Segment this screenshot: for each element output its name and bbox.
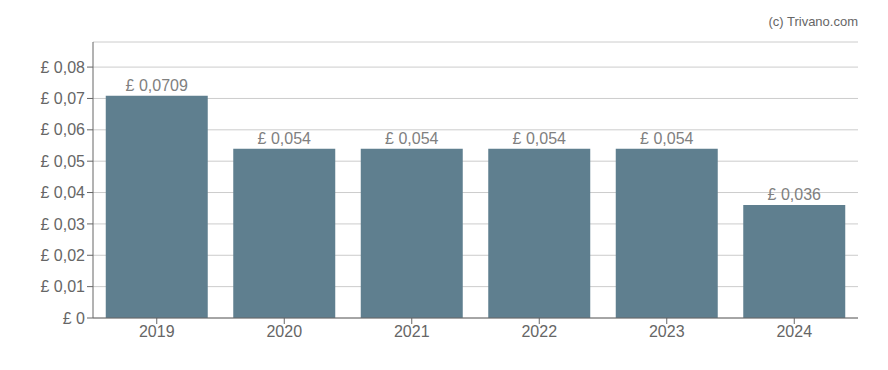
svg-text:£ 0,06: £ 0,06 (41, 121, 86, 138)
svg-text:£ 0,02: £ 0,02 (41, 247, 86, 264)
svg-text:£ 0,054: £ 0,054 (640, 130, 693, 147)
svg-text:£ 0,08: £ 0,08 (41, 59, 86, 76)
svg-text:2022: 2022 (521, 323, 557, 340)
svg-text:£ 0,01: £ 0,01 (41, 278, 86, 295)
svg-text:2023: 2023 (649, 323, 685, 340)
html-text:(c) Trivano.com: (c) Trivano.com (768, 14, 858, 29)
svg-text:£ 0,036: £ 0,036 (768, 186, 821, 203)
svg-text:£ 0: £ 0 (63, 310, 85, 327)
svg-text:£ 0,054: £ 0,054 (513, 130, 566, 147)
svg-text:£ 0,07: £ 0,07 (41, 90, 86, 107)
svg-text:£ 0,054: £ 0,054 (258, 130, 311, 147)
svg-text:2020: 2020 (266, 323, 302, 340)
svg-text:£ 0,03: £ 0,03 (41, 216, 86, 233)
svg-text:2019: 2019 (139, 323, 175, 340)
svg-text:£ 0,0709: £ 0,0709 (126, 77, 188, 94)
svg-text:£ 0,04: £ 0,04 (41, 184, 86, 201)
svg-text:2024: 2024 (776, 323, 812, 340)
svg-text:2021: 2021 (394, 323, 430, 340)
svg-text:£ 0,05: £ 0,05 (41, 153, 86, 170)
svg-text:£ 0,054: £ 0,054 (385, 130, 438, 147)
